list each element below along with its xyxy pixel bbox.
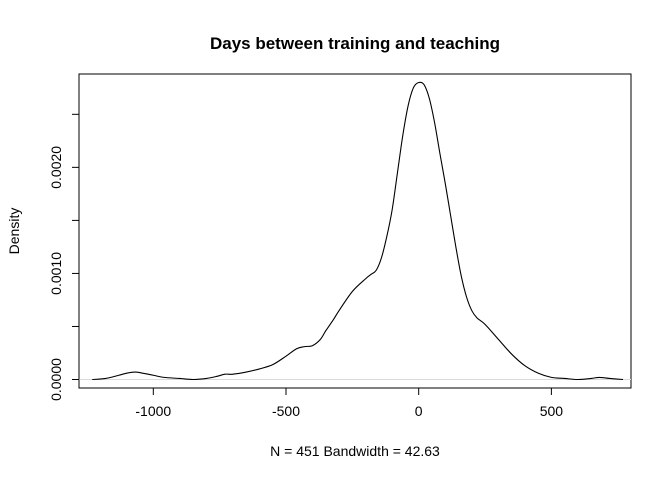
- x-tick-label: 500: [540, 403, 564, 419]
- y-tick-label: 0.0010: [48, 252, 64, 295]
- x-axis-label: N = 451 Bandwidth = 42.63: [270, 443, 440, 459]
- x-tick-label: -1000: [135, 403, 171, 419]
- y-tick-label: 0.0000: [48, 358, 64, 401]
- y-axis-label: Density: [6, 208, 22, 255]
- density-curve: [92, 81, 624, 381]
- y-axis: 0.0000 0.0010 0.0020: [48, 113, 80, 401]
- chart-title: Days between training and teaching: [210, 34, 500, 53]
- x-axis: -1000 -500 0 500: [135, 387, 564, 419]
- plot-frame: [78, 73, 632, 389]
- x-tick-label: 0: [415, 403, 423, 419]
- y-tick-label: 0.0020: [48, 146, 64, 189]
- series-group: [92, 81, 624, 381]
- x-tick-label: -500: [272, 403, 300, 419]
